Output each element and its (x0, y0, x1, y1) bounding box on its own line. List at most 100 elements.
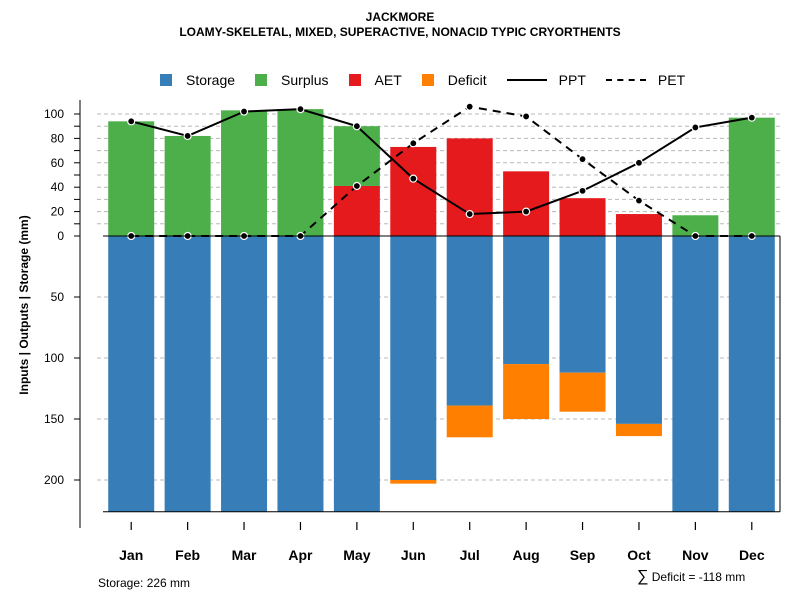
storage-bar-dec (728, 236, 775, 512)
y-axis-label: Inputs | Outputs | Storage (mm) (17, 215, 31, 394)
legend-line-ppt (506, 79, 547, 81)
storage-note: Storage: 226 mm (98, 576, 191, 590)
deficit-bar-jun (390, 480, 437, 484)
storage-bar-nov (672, 236, 719, 512)
ppt-point-apr (296, 105, 305, 114)
x-tick-label-nov: Nov (682, 547, 709, 563)
legend-label-deficit: Deficit (447, 72, 487, 88)
ppt-point-sep (578, 186, 587, 195)
y-tick-label-60: 60 (51, 156, 65, 170)
y-tick-label-0: 0 (57, 229, 64, 243)
legend-item-aet: AET (348, 72, 402, 88)
storage-bar-may (333, 236, 380, 512)
surplus-bar-jan (108, 121, 155, 236)
legend-item-deficit: Deficit (421, 72, 487, 88)
surplus-bar-apr (277, 109, 324, 236)
storage-bar-jun (390, 236, 437, 480)
y-tick-label-20: 20 (51, 205, 65, 219)
storage-bar-aug (503, 236, 550, 365)
storage-bar-jan (108, 236, 155, 512)
ppt-point-mar (239, 107, 249, 116)
deficit-bar-oct (615, 423, 662, 437)
y-tick-label-neg-50: 50 (51, 290, 65, 304)
legend-label-ppt: PPT (558, 72, 586, 88)
storage-bar-jul (446, 236, 493, 406)
ppt-point-may (352, 122, 361, 131)
x-tick-label-dec: Dec (739, 547, 765, 563)
x-tick-label-oct: Oct (627, 547, 651, 563)
legend-item-storage: Storage (160, 72, 235, 88)
ppt-point-aug (522, 207, 531, 216)
ppt-point-jan (127, 117, 136, 126)
x-tick-label-mar: Mar (232, 547, 257, 563)
ppt-point-jul (465, 209, 474, 219)
legend-label-pet: PET (657, 72, 686, 88)
ppt-point-oct (634, 158, 644, 167)
storage-bar-mar (221, 236, 268, 512)
legend-swatch-deficit (421, 74, 434, 86)
x-tick-label-feb: Feb (175, 547, 200, 563)
x-tick-label-sep: Sep (570, 547, 596, 563)
pet-point-may (352, 181, 361, 191)
pet-point-jul (465, 102, 474, 111)
y-tick-label-neg-200: 200 (44, 473, 64, 487)
ppt-point-nov (691, 123, 700, 132)
legend-label-storage: Storage (186, 72, 236, 88)
deficit-bar-sep (559, 372, 606, 412)
deficit-bar-aug (503, 364, 550, 419)
storage-bar-oct (615, 236, 662, 424)
storage-bar-apr (277, 236, 324, 512)
aet-bar-may (333, 185, 380, 236)
ppt-point-dec (747, 113, 756, 122)
y-tick-label-neg-100: 100 (44, 351, 64, 365)
surplus-bar-nov (672, 215, 719, 236)
pet-point-sep (578, 155, 587, 164)
y-tick-label-80: 80 (51, 131, 65, 145)
deficit-note: ∑ Deficit = -118 mm (637, 568, 745, 586)
legend-label-surplus: Surplus (281, 72, 329, 88)
chart-title: JACKMORE (365, 10, 435, 24)
aet-bar-jul (446, 138, 493, 236)
surplus-bar-dec (728, 117, 775, 236)
ppt-line (130, 108, 752, 216)
sum-symbol: ∑ (637, 568, 649, 585)
deficit-bar-jul (446, 405, 493, 438)
ppt-point-jun (409, 174, 418, 183)
surplus-bar-mar (221, 110, 268, 236)
legend-item-ppt: PPT (506, 72, 586, 88)
legend-swatch-aet (348, 74, 361, 86)
legend-swatch-storage (160, 74, 172, 86)
x-tick-label-apr: Apr (288, 547, 313, 563)
pet-point-jun (409, 139, 418, 148)
aet-bar-sep (559, 198, 606, 236)
deficit-note-text: Deficit = -118 mm (651, 570, 746, 584)
legend-swatch-surplus (255, 74, 268, 86)
bars (108, 109, 775, 512)
x-tick-label-jul: Jul (460, 547, 480, 563)
surplus-bar-feb (164, 135, 211, 236)
y-tick-label-neg-150: 150 (44, 412, 64, 426)
legend-item-pet: PET (605, 72, 686, 88)
x-tick-label-aug: Aug (513, 547, 540, 563)
ppt-point-feb (183, 131, 192, 141)
legend: Storage Surplus AET Deficit PPT PET (160, 70, 705, 90)
axes: 0 20 40 60 80 100 50 100 150 200 Inputs | Outputs … (17, 100, 781, 563)
legend-label-aet: AET (374, 72, 402, 88)
aet-bar-jun (390, 146, 437, 236)
aet-bar-oct (615, 214, 662, 236)
legend-item-surplus: Surplus (255, 72, 329, 88)
surplus-bar-may (333, 126, 380, 186)
x-tick-label-jan: Jan (119, 547, 143, 563)
pet-point-oct (634, 196, 644, 205)
y-tick-label-40: 40 (51, 180, 65, 194)
y-tick-label-100: 100 (44, 107, 64, 121)
x-tick-label-may: May (343, 547, 370, 563)
chart-subtitle: LOAMY-SKELETAL, MIXED, SUPERACTIVE, NONA… (179, 25, 621, 39)
aet-bar-aug (503, 171, 550, 236)
storage-bar-feb (164, 236, 211, 512)
pet-point-aug (522, 112, 531, 121)
x-tick-label-jun: Jun (401, 547, 426, 563)
legend-line-pet (605, 79, 646, 81)
storage-bar-sep (559, 236, 606, 373)
